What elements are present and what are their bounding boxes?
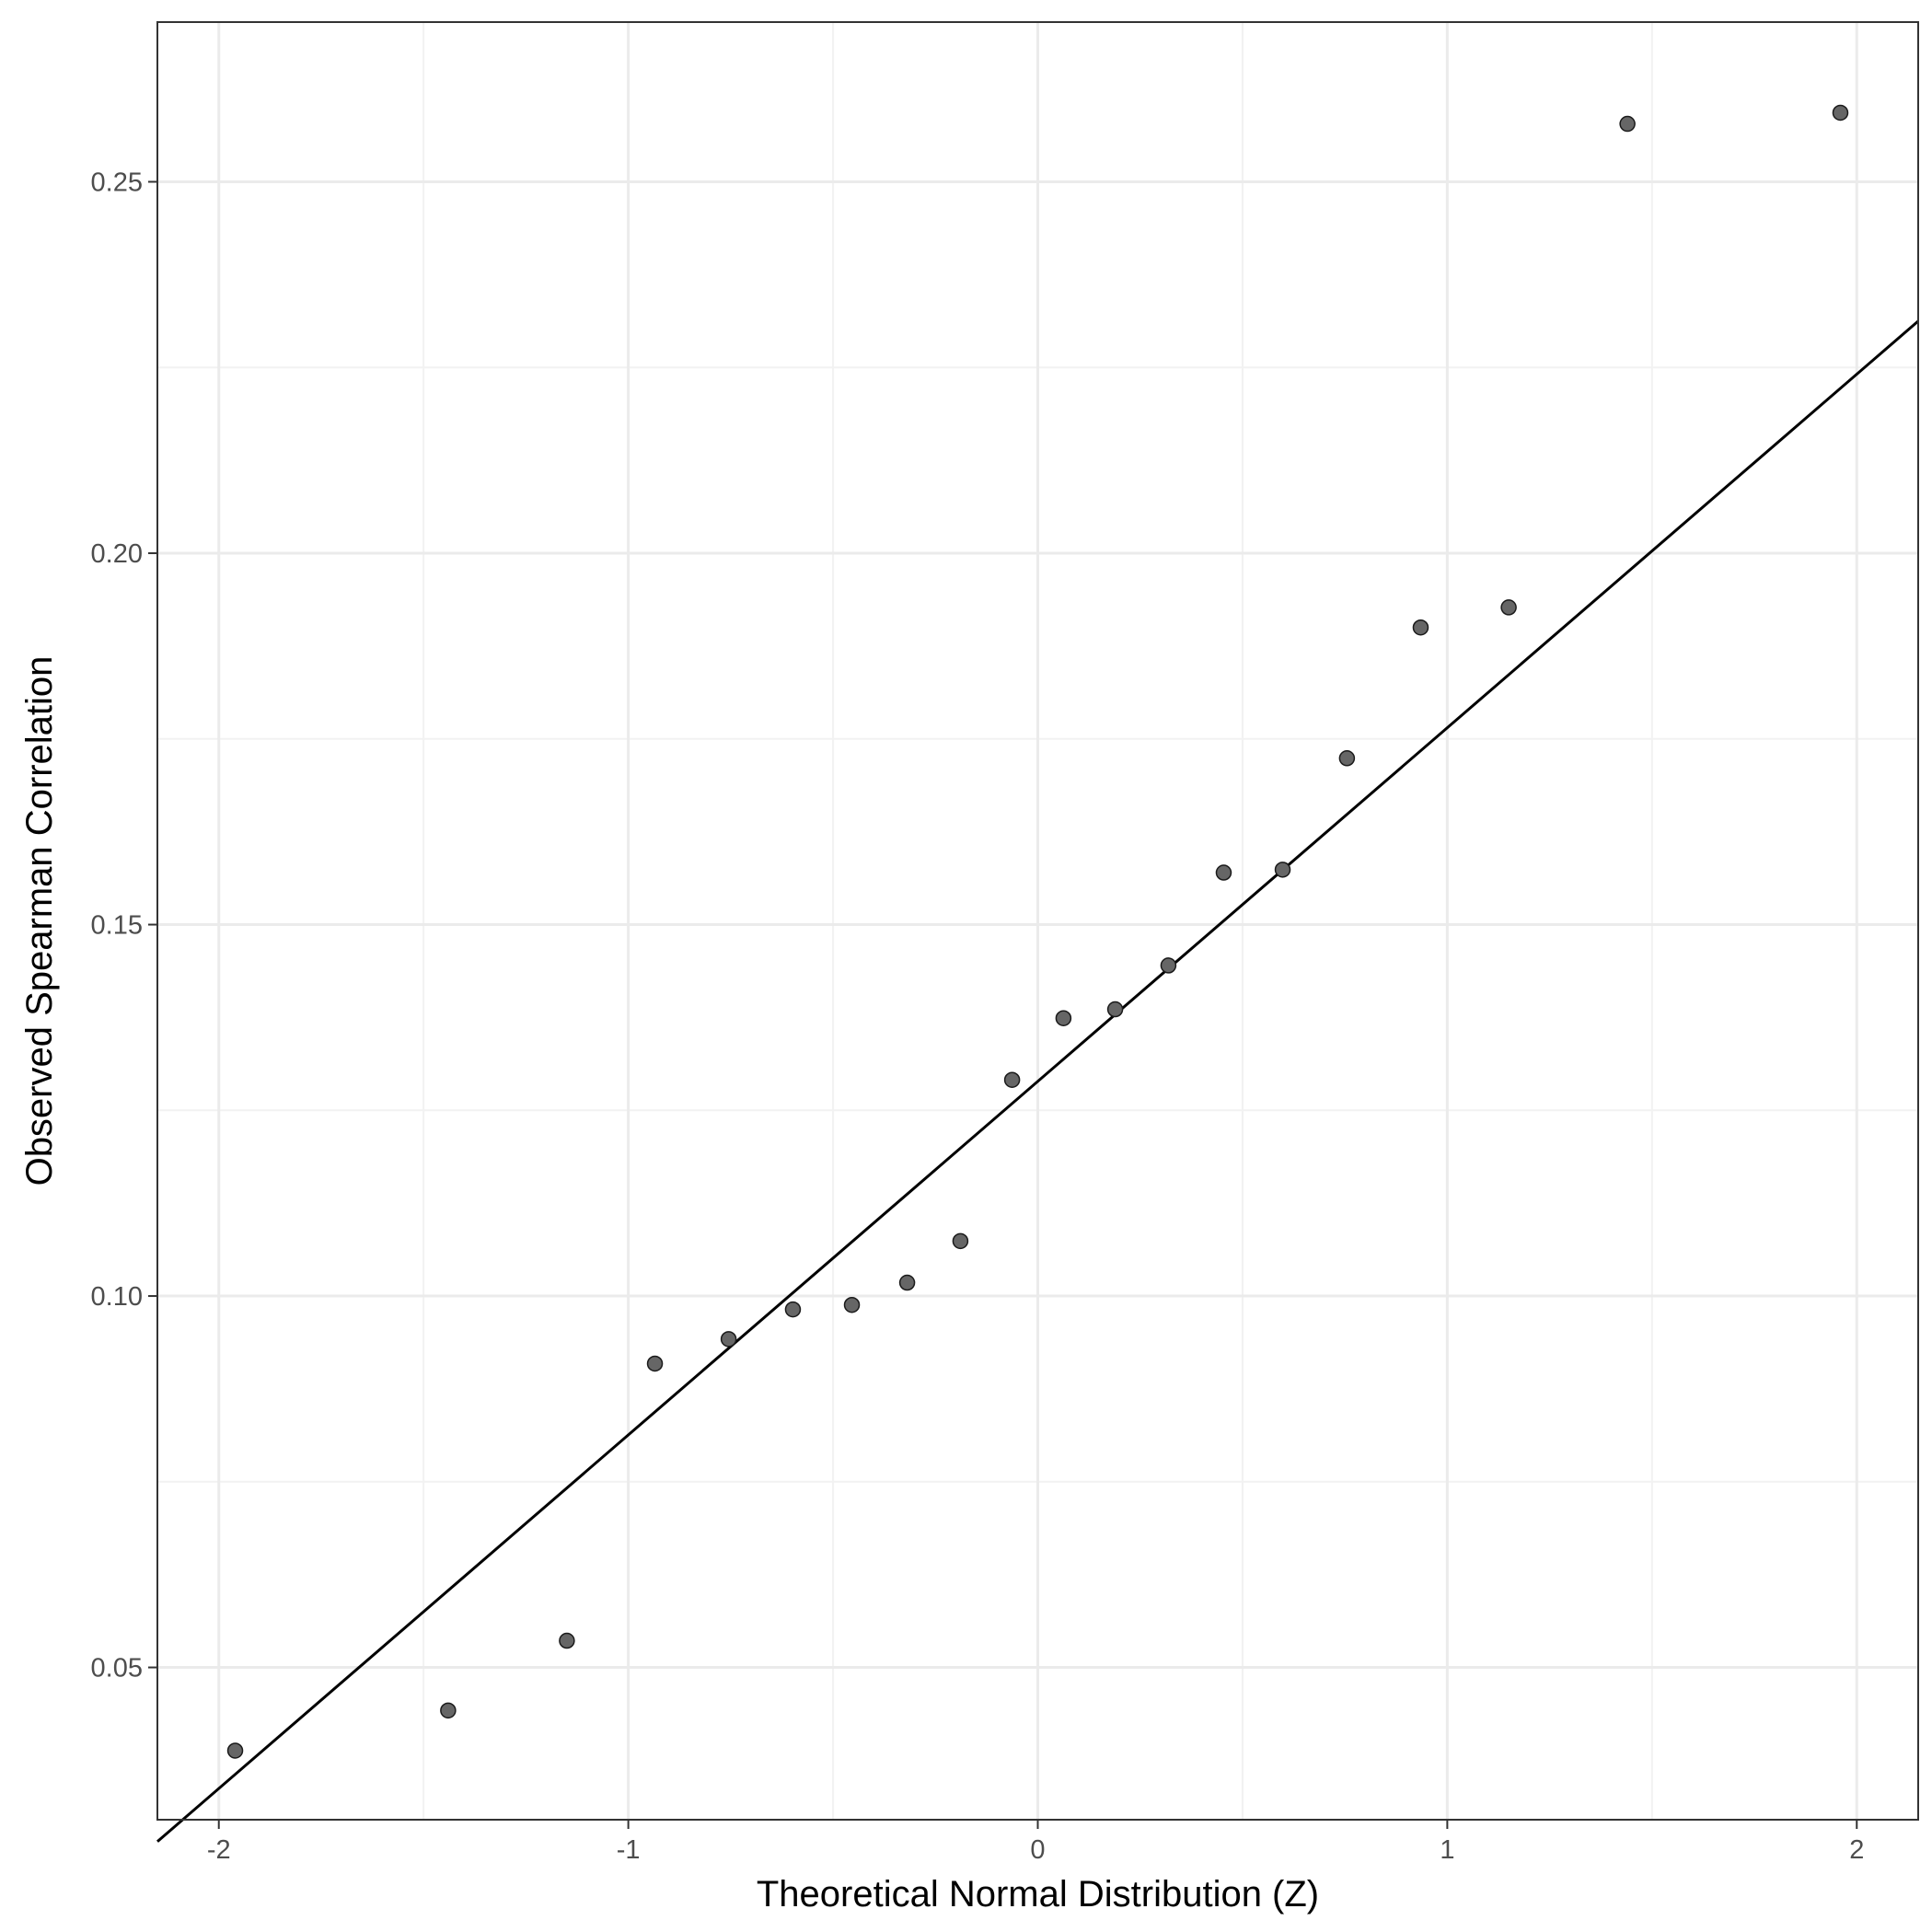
y-tick-label: 0.25	[91, 168, 143, 198]
reference-line	[156, 319, 1919, 1843]
x-tick-label: -1	[617, 1835, 641, 1865]
data-points	[226, 104, 1849, 1759]
data-point	[1619, 115, 1636, 133]
data-point	[720, 1331, 737, 1348]
data-point	[843, 1296, 861, 1313]
data-point	[1055, 1010, 1072, 1026]
data-point	[1160, 957, 1177, 974]
axes: -2 -1 0 1 2 0.05 0.10 0.15 0.20 0.25	[91, 168, 1865, 1865]
x-tick-label: 2	[1849, 1835, 1864, 1865]
reference-line-group	[156, 319, 1919, 1843]
grid-lines	[157, 22, 1918, 1820]
data-point	[646, 1355, 664, 1372]
y-axis-title: Observed Spearman Correlation	[19, 656, 60, 1186]
data-point	[226, 1742, 244, 1759]
y-tick-label: 0.20	[91, 539, 143, 569]
data-point	[1500, 599, 1517, 616]
data-point	[784, 1301, 802, 1318]
data-point	[1215, 864, 1232, 881]
data-point	[440, 1702, 457, 1719]
data-point	[1106, 1001, 1124, 1018]
data-point	[1832, 104, 1849, 121]
data-point	[1412, 619, 1429, 636]
x-tick-label: 1	[1440, 1835, 1454, 1865]
data-point	[952, 1232, 969, 1250]
x-tick-label: -2	[207, 1835, 231, 1865]
y-tick-label: 0.10	[91, 1282, 143, 1312]
y-tick-label: 0.15	[91, 911, 143, 941]
x-axis-title: Theoretical Normal Distribution (Z)	[757, 1874, 1319, 1915]
x-tick-label: 0	[1030, 1835, 1045, 1865]
data-point	[559, 1632, 575, 1649]
y-tick-label: 0.05	[91, 1654, 143, 1683]
data-point	[1338, 750, 1356, 767]
data-point	[1003, 1071, 1021, 1088]
data-point	[1274, 862, 1291, 878]
data-point	[898, 1274, 916, 1291]
